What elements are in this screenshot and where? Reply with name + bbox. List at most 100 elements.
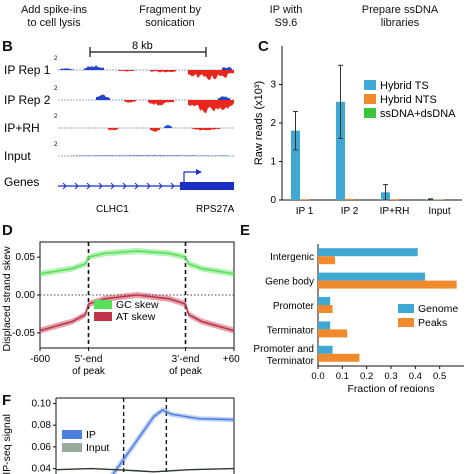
legend-swatch [398,318,414,327]
gene-label-rps27a: RPS27A [196,204,235,215]
category-label: Gene body [265,277,314,288]
series-line [39,250,235,275]
gene-track: CLHC1 RPS27A [58,169,235,215]
ip-rh-plus-signal [164,125,172,128]
tss-arrowhead [196,169,202,175]
track-label: Genes [4,175,39,189]
track-scale-value: 2 [54,142,58,148]
x-axis-label: Fraction of regions [348,383,435,392]
y-axis-label: Displaced strand skew [1,246,13,351]
x-tick-label: 3’-end of peak [169,354,203,377]
panel-c-label: C [258,38,269,55]
ip-rh-minus-signal [108,128,118,131]
track-scale-value: 2 [54,114,58,120]
gene-direction-arrow [158,182,163,190]
legend-swatch [364,108,376,118]
input-signal [70,155,230,156]
category-label: Intergenic [270,252,314,263]
x-tick-label: 0.0 [311,371,324,382]
panel-b-label: B [2,38,13,55]
legend-label: AT skew [116,311,156,323]
track-scale-value: 2 [54,86,58,92]
ip-rep1-minus-signal [118,70,134,72]
panel-c-raw-reads-chart: 0 1 2 3 Raw reads (x10³) IP 1 IP 2 IP+RH Input Hy… [253,46,462,217]
y-tick-label: 0.00 [16,290,36,301]
category-label: Promoter and Terminator [253,344,314,367]
bar [291,130,300,200]
x-tick-label: IP 1 [296,206,314,217]
gene-direction-arrow [170,182,175,190]
series-band [40,248,234,277]
gene-direction-arrow [122,182,127,190]
y-tick-label: 0.10 [32,398,52,409]
y-tick-label: 2 [270,118,276,129]
legend-swatch [364,80,376,90]
legend-label: ssDNA+dsDNA [380,108,456,120]
legend-label: Genome [418,303,458,315]
y-tick-label: 0 [270,195,276,206]
legend-label: GC skew [116,299,159,311]
bar [300,199,309,200]
track-label: IP Rep 2 [4,93,51,107]
gene-direction-arrow [86,182,91,190]
panel-d-label: D [2,222,13,239]
series-line [112,409,235,474]
ip-rep2-plus-signal [96,94,110,100]
category-label: Promoter [273,301,315,312]
track-label: Input [4,149,31,163]
ip-rep1-minus-peak [188,70,234,81]
x-tick-label: 0.5 [433,371,446,382]
legend-label: Peaks [418,317,447,329]
category-label: Terminator [267,325,315,336]
gene-direction-arrow [110,182,115,190]
gene-direction-arrow [62,182,67,190]
bar [345,198,354,200]
legend-swatch [94,312,112,321]
workflow-step-libraries: Prepare ssDNA libraries [361,4,439,29]
x-tick-label: +600 [223,354,240,365]
y-tick-label: 0.08 [32,420,52,431]
y-axis-label: Raw reads (x10³) [253,81,265,165]
bar [318,272,426,281]
bar [318,321,331,330]
panel-e-label: E [240,222,251,239]
ip-rep2-plus-signal [218,96,230,100]
x-tick-label: 0.1 [336,371,349,382]
y-axis-label: DRIP-seq signal [1,414,13,474]
gene-label-clhc1: CLHC1 [96,204,129,215]
track-label: IP+RH [4,121,40,135]
y-tick-label: 3 [270,80,276,91]
x-tick-label: 5’-end of peak [72,354,106,377]
tss-arrow [183,171,196,182]
panel-f-label: F [2,392,12,409]
y-tick-label: 0.06 [32,442,52,453]
gene-exons-rps27a [180,182,234,190]
legend-label: Hybrid TS [380,80,429,92]
ip-rep1-plus-signal [222,66,232,70]
legend-label: Input [86,442,109,454]
track-label: IP Rep 1 [4,63,51,77]
ip-rep1-plus-signal [60,68,74,70]
x-tick-label: 0.2 [360,371,373,382]
bar [318,345,333,354]
y-tick-label: 0.04 [32,464,52,474]
workflow-step-fragment: Fragment by sonication [139,4,201,29]
ip-rh-minus-signal [192,128,220,131]
ip-rep1-minus-signal [150,70,176,73]
x-tick-label: Input [428,206,450,217]
legend-swatch [398,304,414,313]
legend-label: Hybrid NTS [380,94,437,106]
legend-swatch [62,443,82,452]
x-tick-label: 0.4 [409,371,422,382]
bar [318,280,457,289]
ip-rep2-minus-peak [188,100,234,114]
bar [336,101,345,200]
legend-swatch [364,94,376,104]
series-line [39,294,235,332]
series-band [40,291,234,334]
gene-direction-arrow [134,182,139,190]
bar [318,305,333,313]
ip-rep1-plus-signal [84,65,104,70]
